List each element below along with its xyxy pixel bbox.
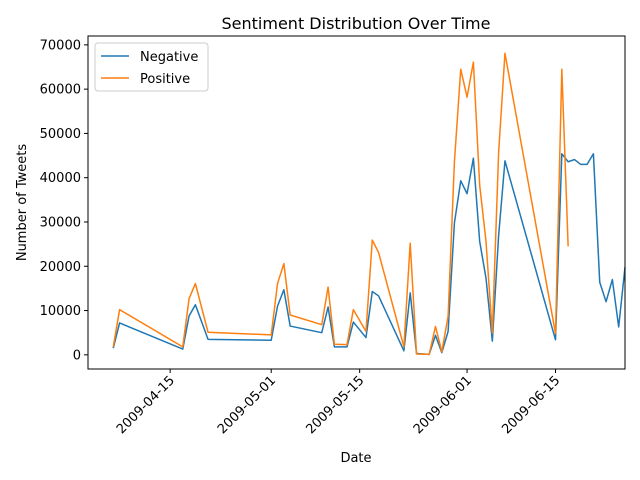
series-line-negative (112, 153, 626, 356)
y-tick-label: 0 (73, 348, 81, 363)
legend-frame (94, 42, 209, 92)
y-tick-label: 10000 (40, 304, 81, 319)
series-line-positive (112, 52, 569, 356)
y-tick-label: 70000 (40, 38, 81, 53)
y-tick-label: 40000 (40, 171, 81, 186)
y-tick-label: 50000 (40, 127, 81, 142)
y-tick-label: 60000 (40, 83, 81, 98)
chart-title: Sentiment Distribution Over Time (222, 14, 491, 33)
legend: Negative Positive (94, 42, 209, 92)
y-axis-label: Number of Tweets (15, 144, 30, 262)
plot-area-frame (87, 35, 626, 370)
y-tick-label: 30000 (40, 215, 81, 230)
legend-label-negative: Negative (140, 50, 198, 65)
y-tick-label: 20000 (40, 260, 81, 275)
legend-label-positive: Positive (140, 72, 190, 87)
series-layer (112, 52, 626, 356)
y-axis: 0 10000 20000 30000 40000 50000 60000 70000 (40, 38, 88, 363)
x-axis-label: Date (340, 451, 371, 466)
